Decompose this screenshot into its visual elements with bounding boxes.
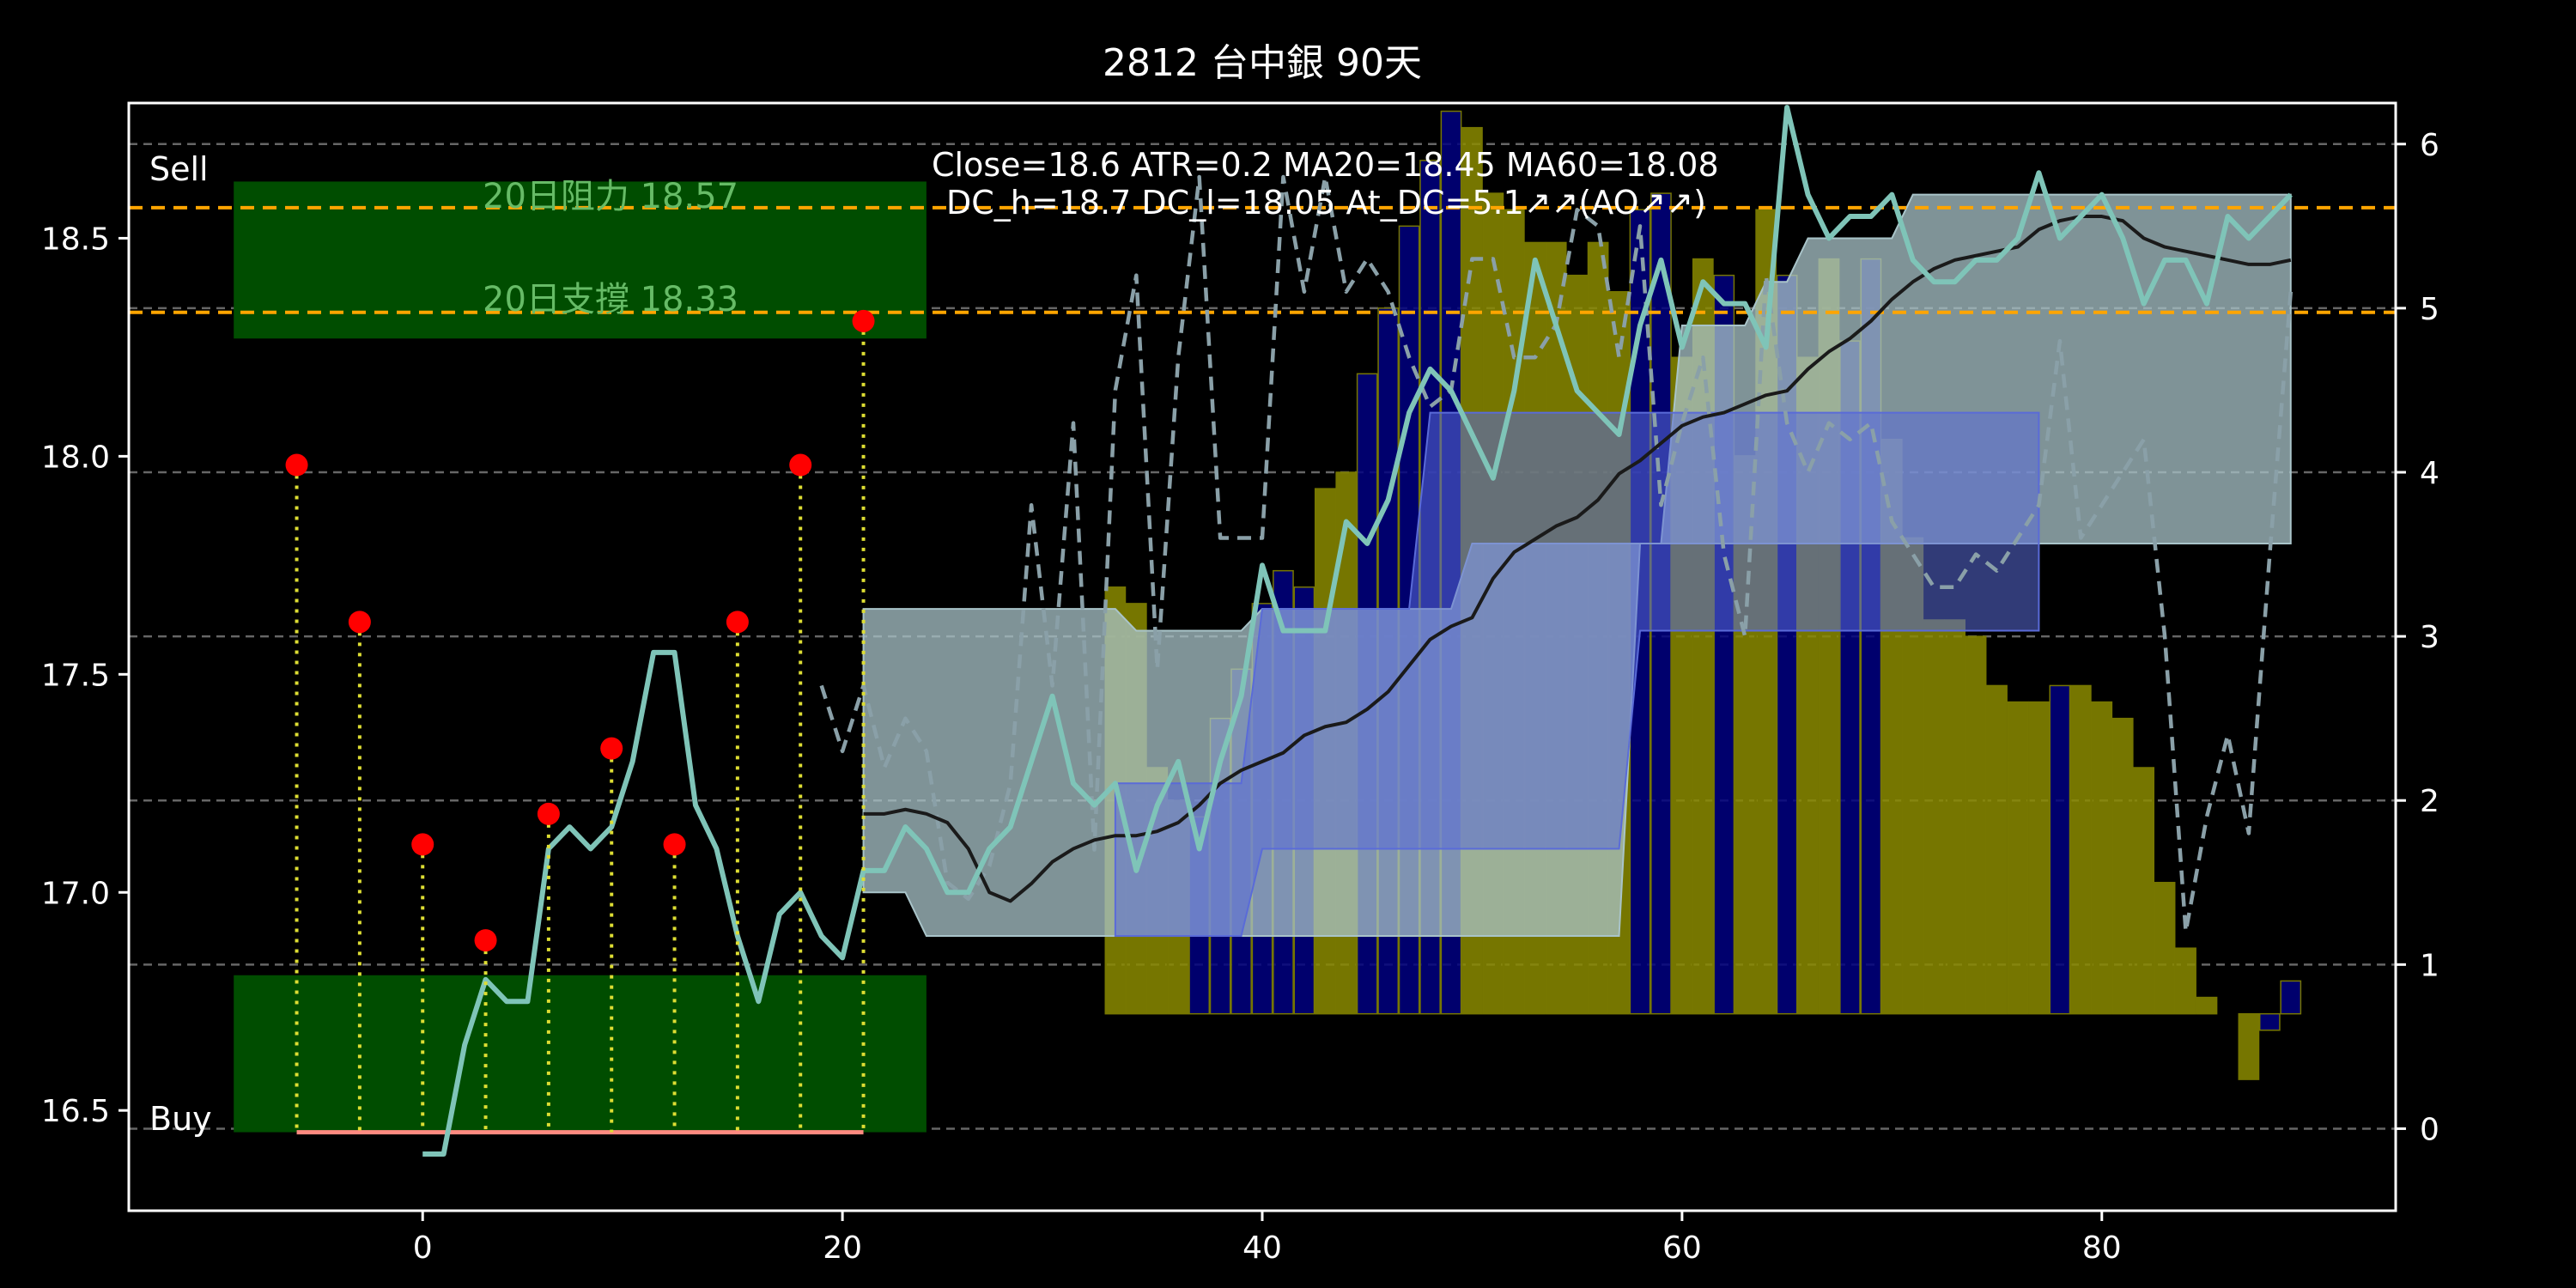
x-tick-label: 20: [823, 1230, 862, 1266]
y2-tick-label: 5: [2420, 292, 2439, 327]
y-tick-label: 17.5: [41, 658, 110, 693]
x-tick-label: 60: [1662, 1230, 1702, 1266]
bar: [2238, 1012, 2260, 1080]
marker-point: [411, 833, 434, 856]
cloud-bands: [862, 193, 2292, 938]
marker-point: [600, 737, 623, 760]
bar: [2111, 717, 2134, 1015]
bar: [2028, 701, 2050, 1015]
bar: [2049, 684, 2071, 1015]
y2-tick-label: 3: [2420, 620, 2439, 655]
bar: [2069, 684, 2092, 1015]
bar: [2133, 767, 2155, 1015]
bar: [2258, 1012, 2281, 1031]
cloud-band-2: [1114, 411, 2040, 938]
y-tick-label: 17.0: [41, 876, 110, 911]
x-tick-label: 40: [1242, 1230, 1282, 1266]
y2-tick-label: 4: [2420, 456, 2439, 491]
bar: [1986, 684, 2008, 1015]
series-lines: [129, 105, 2396, 1157]
info-line-1: Close=18.6 ATR=0.2 MA20=18.45 MA60=18.08: [932, 146, 1719, 184]
y-tick-label: 18.5: [41, 222, 110, 257]
marker-point: [474, 929, 497, 952]
sell-label: Sell: [149, 150, 209, 188]
resistance-label: 20日阻力 18.57: [483, 177, 738, 216]
bar: [1965, 635, 1987, 1015]
support-label: 20日支撐 18.33: [483, 280, 738, 319]
marker-point: [789, 453, 812, 477]
x-tick-label: 0: [413, 1230, 433, 1266]
marker-point: [663, 833, 686, 856]
marker-point: [726, 611, 749, 634]
info-line-2: DC_h=18.7 DC_l=18.05 At_DC=5.1↗↗(AO↗↗): [946, 184, 1706, 222]
axes: 0 20 40 60 80 16.5 17.0 17.5 18.0 18.5 0 1 2 3 4 5 6: [41, 128, 2439, 1266]
bar: [1923, 619, 1945, 1015]
y-tick-label: 16.5: [41, 1094, 110, 1129]
y2-tick-label: 1: [2420, 948, 2439, 983]
bar: [2196, 996, 2218, 1015]
buy-zone: [234, 975, 927, 1133]
marker-point: [348, 611, 371, 634]
buy-label: Buy: [149, 1100, 212, 1138]
bar: [2175, 947, 2196, 1015]
y2-tick-label: 6: [2420, 128, 2439, 163]
bar: [2154, 882, 2176, 1015]
bar: [1944, 619, 1966, 1015]
close-line: [422, 105, 2293, 1157]
y-tick-label: 18.0: [41, 440, 110, 475]
bar: [2280, 980, 2302, 1015]
bar: [2007, 701, 2029, 1015]
chart-title: 2812 台中銀 90天: [1103, 41, 1422, 85]
y2-tick-label: 0: [2420, 1112, 2439, 1147]
bar: [2091, 701, 2113, 1015]
marker-point: [285, 453, 308, 477]
y2-tick-label: 2: [2420, 784, 2439, 819]
markers: [285, 309, 875, 1133]
marker-point: [852, 309, 875, 332]
marker-point: [537, 802, 560, 825]
x-tick-label: 80: [2082, 1230, 2122, 1266]
